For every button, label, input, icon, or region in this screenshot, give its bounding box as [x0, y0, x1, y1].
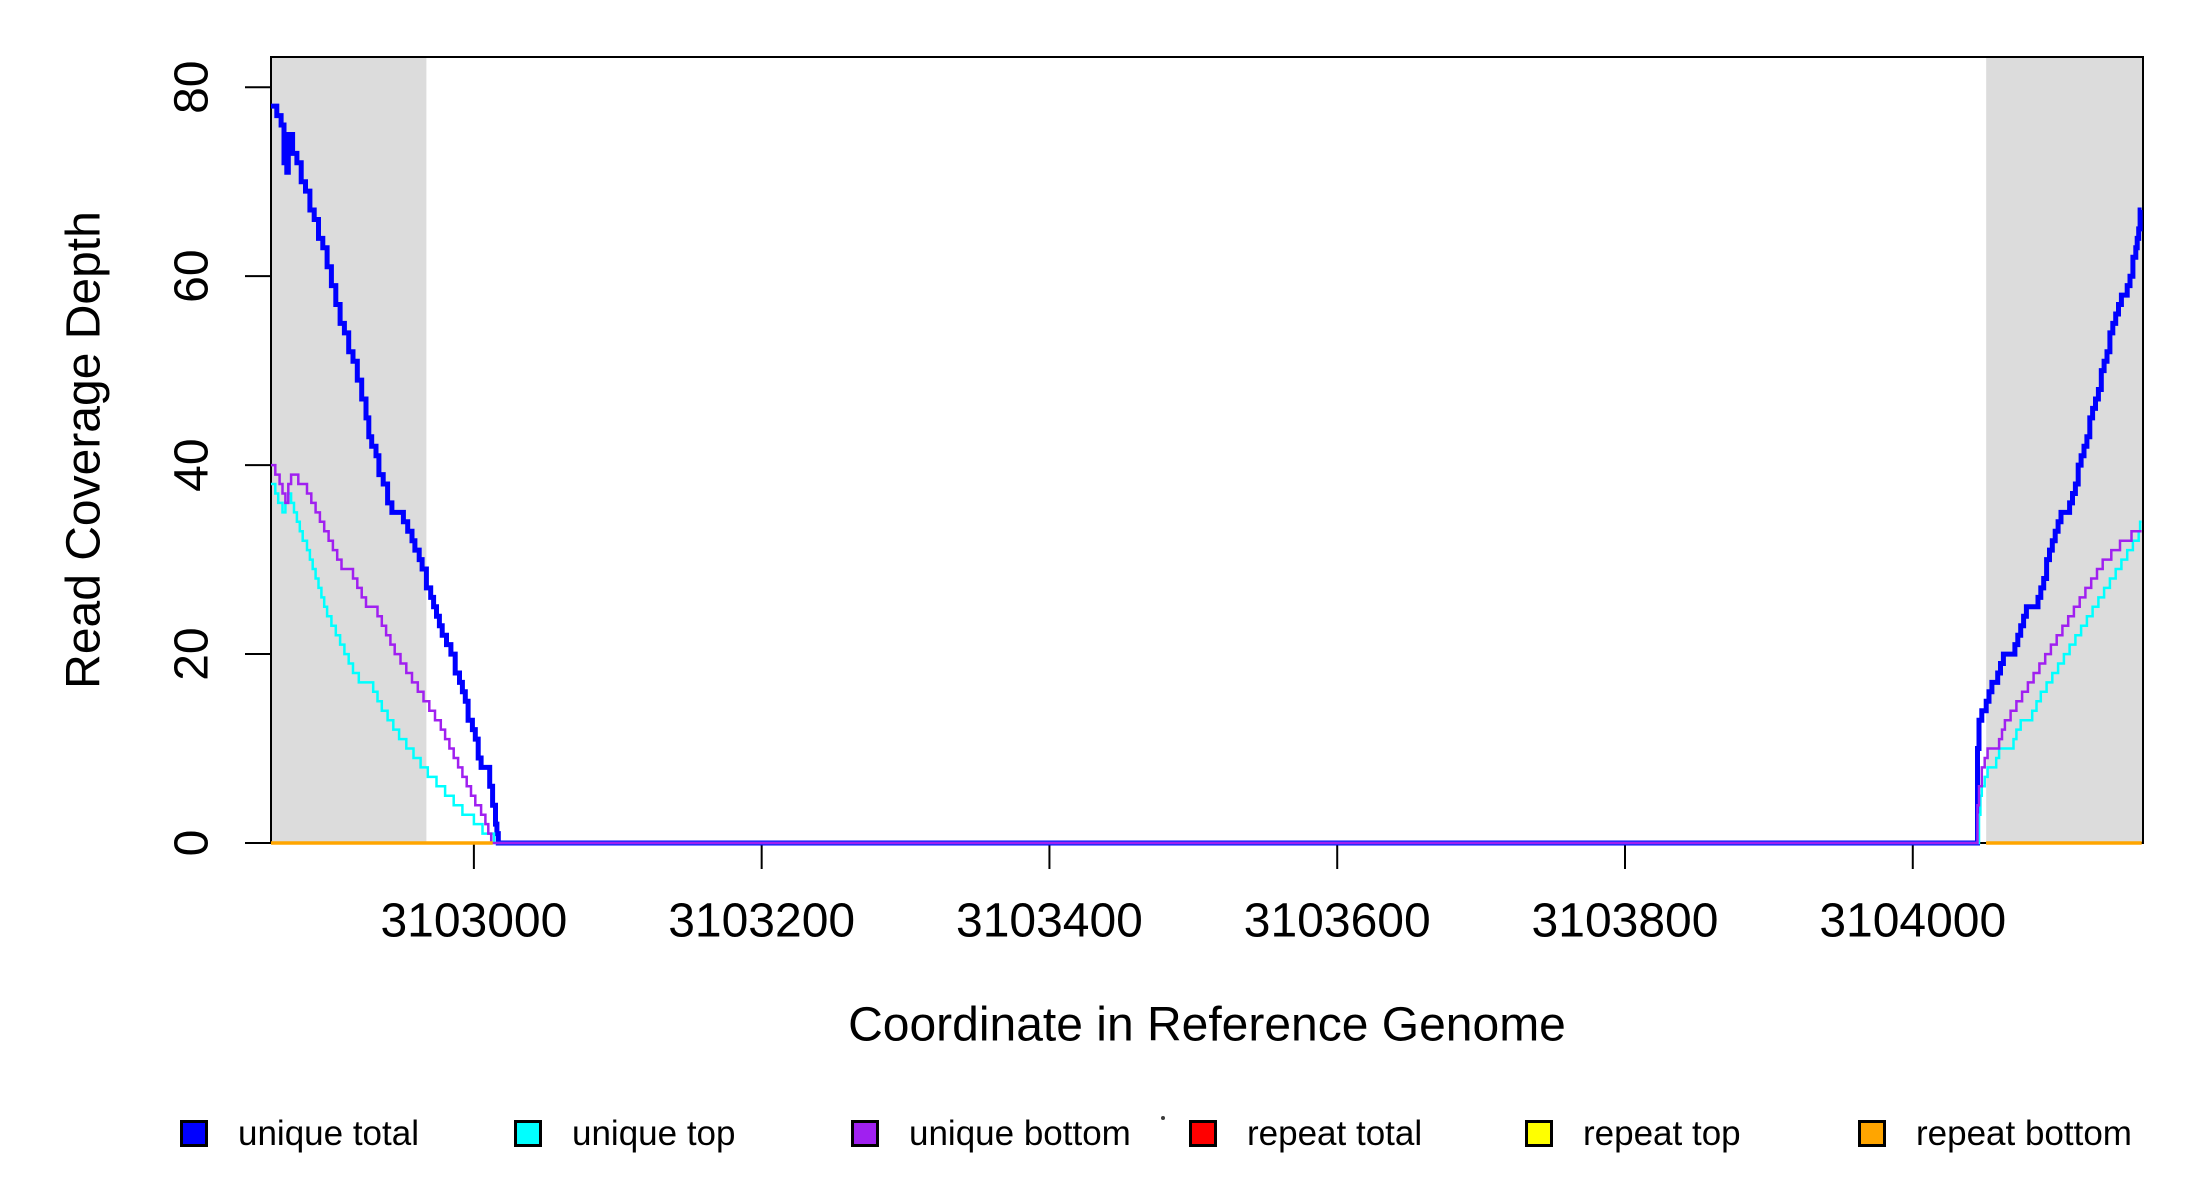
legend-item-unique-bottom: unique bottom: [851, 1113, 1131, 1153]
legend-item-repeat-total: repeat total: [1189, 1113, 1423, 1153]
y-tick-label: 40: [166, 438, 219, 491]
x-tick-label: 3103400: [956, 895, 1143, 948]
x-tick-label: 3103600: [1244, 895, 1431, 948]
y-axis-title: Read Coverage Depth: [57, 211, 111, 689]
legend-item-repeat-top: repeat top: [1525, 1113, 1741, 1153]
legend-label: repeat top: [1583, 1113, 1741, 1153]
repeat-region-right: [1986, 57, 2143, 843]
legend-item-unique-total: unique total: [180, 1113, 419, 1153]
x-tick-label: 3103000: [380, 895, 567, 948]
legend-label: repeat total: [1247, 1113, 1423, 1153]
unique-bottom-swatch: [851, 1119, 879, 1147]
series-unique-bottom: [271, 463, 2142, 845]
y-tick-label: 60: [166, 249, 219, 302]
x-tick-label: 3103200: [668, 895, 855, 948]
unique-total-swatch: [180, 1119, 208, 1147]
repeat-top-swatch: [1525, 1119, 1553, 1147]
x-tick-label: 3104000: [1819, 895, 2006, 948]
unique-top-swatch: [514, 1119, 542, 1147]
legend-label: unique top: [572, 1113, 736, 1153]
legend-label: unique total: [238, 1113, 419, 1153]
legend-item-unique-top: unique top: [514, 1113, 736, 1153]
legend-label: repeat bottom: [1916, 1113, 2132, 1153]
x-axis-title: Coordinate in Reference Genome: [848, 998, 1566, 1052]
x-tick-label: 3103800: [1532, 895, 1719, 948]
stray-mark: [1161, 1116, 1165, 1120]
repeat-region-left: [271, 57, 427, 843]
legend-label: unique bottom: [909, 1113, 1131, 1153]
y-tick-label: 80: [166, 61, 219, 114]
repeat-bottom-swatch: [1858, 1119, 1886, 1147]
series-unique-top: [271, 482, 2142, 845]
y-tick-label: 20: [166, 627, 219, 680]
legend-item-repeat-bottom: repeat bottom: [1858, 1113, 2132, 1153]
y-tick-label: 0: [166, 830, 219, 857]
plot-box: [270, 56, 2144, 844]
series-unique-total: [271, 103, 2143, 846]
repeat-total-swatch: [1189, 1119, 1217, 1147]
